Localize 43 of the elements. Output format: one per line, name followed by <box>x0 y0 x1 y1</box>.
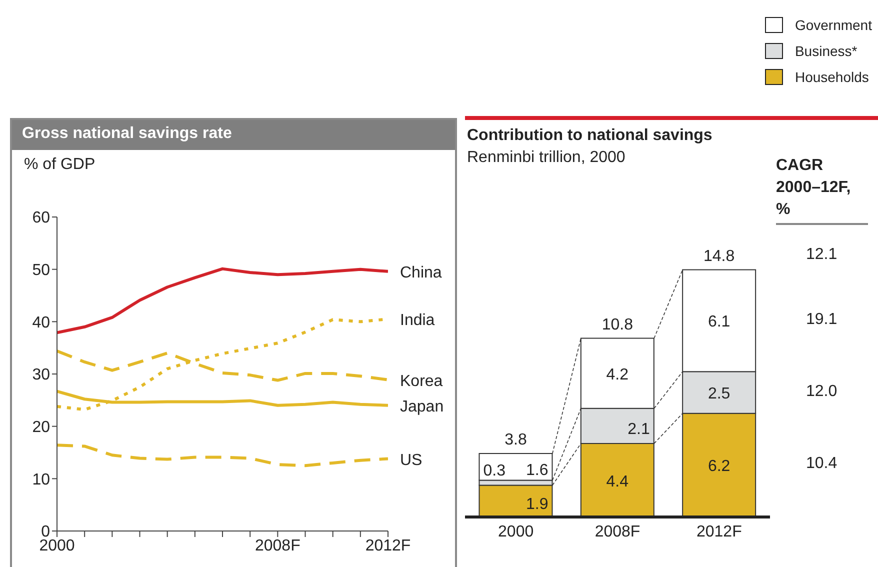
y-axis-title: % of GDP <box>24 156 96 174</box>
y-tick-label: 20 <box>32 419 50 436</box>
chart-subtitle: Renminbi trillion, 2000 <box>467 149 626 167</box>
series-label: China <box>400 264 442 282</box>
data-label: 0.3 <box>483 462 506 480</box>
data-label: 4.2 <box>606 366 629 384</box>
y-tick-label: 60 <box>32 210 50 227</box>
text: 12.1 <box>806 246 838 264</box>
data-label: 6.2 <box>708 458 730 476</box>
x-tick-label: 2000 <box>39 537 75 554</box>
y-tick-label: 40 <box>32 314 50 332</box>
data-label: 6.1 <box>708 314 730 331</box>
y-tick-label: 50 <box>32 262 50 280</box>
total-label: 3.8 <box>504 432 527 449</box>
x-tick-label: 2012F <box>365 537 411 554</box>
y-tick-label: 30 <box>32 366 50 384</box>
legend-label: Business* <box>794 42 858 61</box>
text: 19.1 <box>806 310 838 329</box>
y-tick-label: 10 <box>32 471 50 488</box>
text: 10.4 <box>806 455 838 474</box>
text: CAGR 2000–12F, % <box>776 155 868 225</box>
data-label: 4.4 <box>606 473 629 490</box>
data-label: 2.5 <box>708 386 730 403</box>
x-tick-label: 2012F <box>696 523 742 540</box>
series-label: Korea <box>400 372 443 390</box>
x-tick-label: 2008F <box>594 523 640 540</box>
line-series <box>57 267 388 334</box>
data-label: 2.1 <box>628 420 650 438</box>
legend-label: Households <box>794 68 870 87</box>
text: 12.0 <box>806 382 838 401</box>
data-label: 1.6 <box>526 462 548 479</box>
data-label: 1.9 <box>526 496 548 514</box>
series-label: Japan <box>400 398 444 416</box>
line-series <box>57 444 388 468</box>
chart-title: Contribution to national savings <box>467 127 712 145</box>
text: Government <box>794 16 872 35</box>
series-label: US <box>400 452 422 469</box>
chart-title: Gross national savings rate <box>12 120 455 150</box>
total-label: 10.8 <box>602 316 634 334</box>
x-tick-label: 2000 <box>498 523 534 540</box>
total-label: 14.8 <box>703 248 735 265</box>
series-label: India <box>400 312 435 330</box>
x-tick-label: 2008F <box>254 537 301 554</box>
